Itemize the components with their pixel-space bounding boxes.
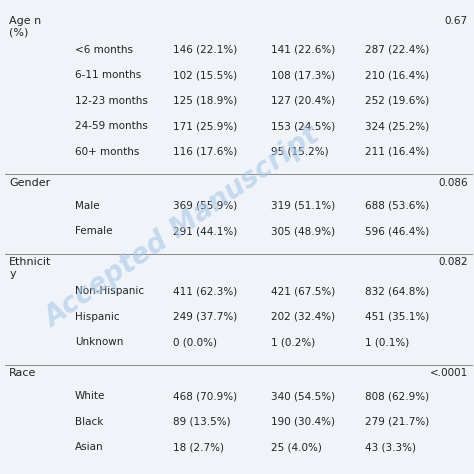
Text: Ethnicit
y: Ethnicit y xyxy=(9,257,52,279)
Text: 25 (4.0%): 25 (4.0%) xyxy=(272,442,322,452)
Text: 249 (37.7%): 249 (37.7%) xyxy=(173,312,237,322)
Text: 153 (24.5%): 153 (24.5%) xyxy=(272,121,336,131)
Text: <6 months: <6 months xyxy=(75,45,133,55)
Text: 369 (55.9%): 369 (55.9%) xyxy=(173,201,237,210)
Text: 324 (25.2%): 324 (25.2%) xyxy=(365,121,429,131)
Text: 0.67: 0.67 xyxy=(445,16,468,26)
Text: 252 (19.6%): 252 (19.6%) xyxy=(365,96,429,106)
Text: Unknown: Unknown xyxy=(75,337,123,347)
Text: 596 (46.4%): 596 (46.4%) xyxy=(365,226,429,236)
Text: 202 (32.4%): 202 (32.4%) xyxy=(272,312,336,322)
Text: 287 (22.4%): 287 (22.4%) xyxy=(365,45,429,55)
Text: Non-Hispanic: Non-Hispanic xyxy=(75,286,144,296)
Text: 6-11 months: 6-11 months xyxy=(75,70,141,80)
Text: 102 (15.5%): 102 (15.5%) xyxy=(173,70,237,80)
Text: 421 (67.5%): 421 (67.5%) xyxy=(272,286,336,296)
Text: 108 (17.3%): 108 (17.3%) xyxy=(272,70,336,80)
Text: Age n
(%): Age n (%) xyxy=(9,16,42,37)
Text: White: White xyxy=(75,391,105,401)
Text: <.0001: <.0001 xyxy=(430,368,468,378)
Text: 146 (22.1%): 146 (22.1%) xyxy=(173,45,237,55)
Text: 340 (54.5%): 340 (54.5%) xyxy=(272,391,336,401)
Text: 279 (21.7%): 279 (21.7%) xyxy=(365,417,429,427)
Text: 688 (53.6%): 688 (53.6%) xyxy=(365,201,429,210)
Text: 0.082: 0.082 xyxy=(438,257,468,267)
Text: 291 (44.1%): 291 (44.1%) xyxy=(173,226,237,236)
Text: 24-59 months: 24-59 months xyxy=(75,121,148,131)
Text: 60+ months: 60+ months xyxy=(75,146,139,156)
Text: Female: Female xyxy=(75,226,112,236)
Text: 411 (62.3%): 411 (62.3%) xyxy=(173,286,237,296)
Text: 832 (64.8%): 832 (64.8%) xyxy=(365,286,429,296)
Text: Accepted Manuscript: Accepted Manuscript xyxy=(40,122,325,333)
Text: 319 (51.1%): 319 (51.1%) xyxy=(272,201,336,210)
Text: 468 (70.9%): 468 (70.9%) xyxy=(173,391,237,401)
Text: 0.086: 0.086 xyxy=(438,178,468,188)
Text: 451 (35.1%): 451 (35.1%) xyxy=(365,312,429,322)
Text: 18 (2.7%): 18 (2.7%) xyxy=(173,442,224,452)
Text: 1 (0.1%): 1 (0.1%) xyxy=(365,337,409,347)
Text: 95 (15.2%): 95 (15.2%) xyxy=(272,146,329,156)
Text: 210 (16.4%): 210 (16.4%) xyxy=(365,70,429,80)
Text: 127 (20.4%): 127 (20.4%) xyxy=(272,96,336,106)
Text: Asian: Asian xyxy=(75,442,103,452)
Text: 141 (22.6%): 141 (22.6%) xyxy=(272,45,336,55)
Text: 116 (17.6%): 116 (17.6%) xyxy=(173,146,237,156)
Text: 12-23 months: 12-23 months xyxy=(75,96,148,106)
Text: 89 (13.5%): 89 (13.5%) xyxy=(173,417,231,427)
Text: 43 (3.3%): 43 (3.3%) xyxy=(365,442,416,452)
Text: Race: Race xyxy=(9,368,36,378)
Text: Black: Black xyxy=(75,417,103,427)
Text: 190 (30.4%): 190 (30.4%) xyxy=(272,417,336,427)
Text: 171 (25.9%): 171 (25.9%) xyxy=(173,121,237,131)
Text: Hispanic: Hispanic xyxy=(75,312,119,322)
Text: 211 (16.4%): 211 (16.4%) xyxy=(365,146,429,156)
Text: 0 (0.0%): 0 (0.0%) xyxy=(173,337,217,347)
Text: 808 (62.9%): 808 (62.9%) xyxy=(365,391,429,401)
Text: Gender: Gender xyxy=(9,178,51,188)
Text: 305 (48.9%): 305 (48.9%) xyxy=(272,226,336,236)
Text: 125 (18.9%): 125 (18.9%) xyxy=(173,96,237,106)
Text: 1 (0.2%): 1 (0.2%) xyxy=(272,337,316,347)
Text: Male: Male xyxy=(75,201,100,210)
